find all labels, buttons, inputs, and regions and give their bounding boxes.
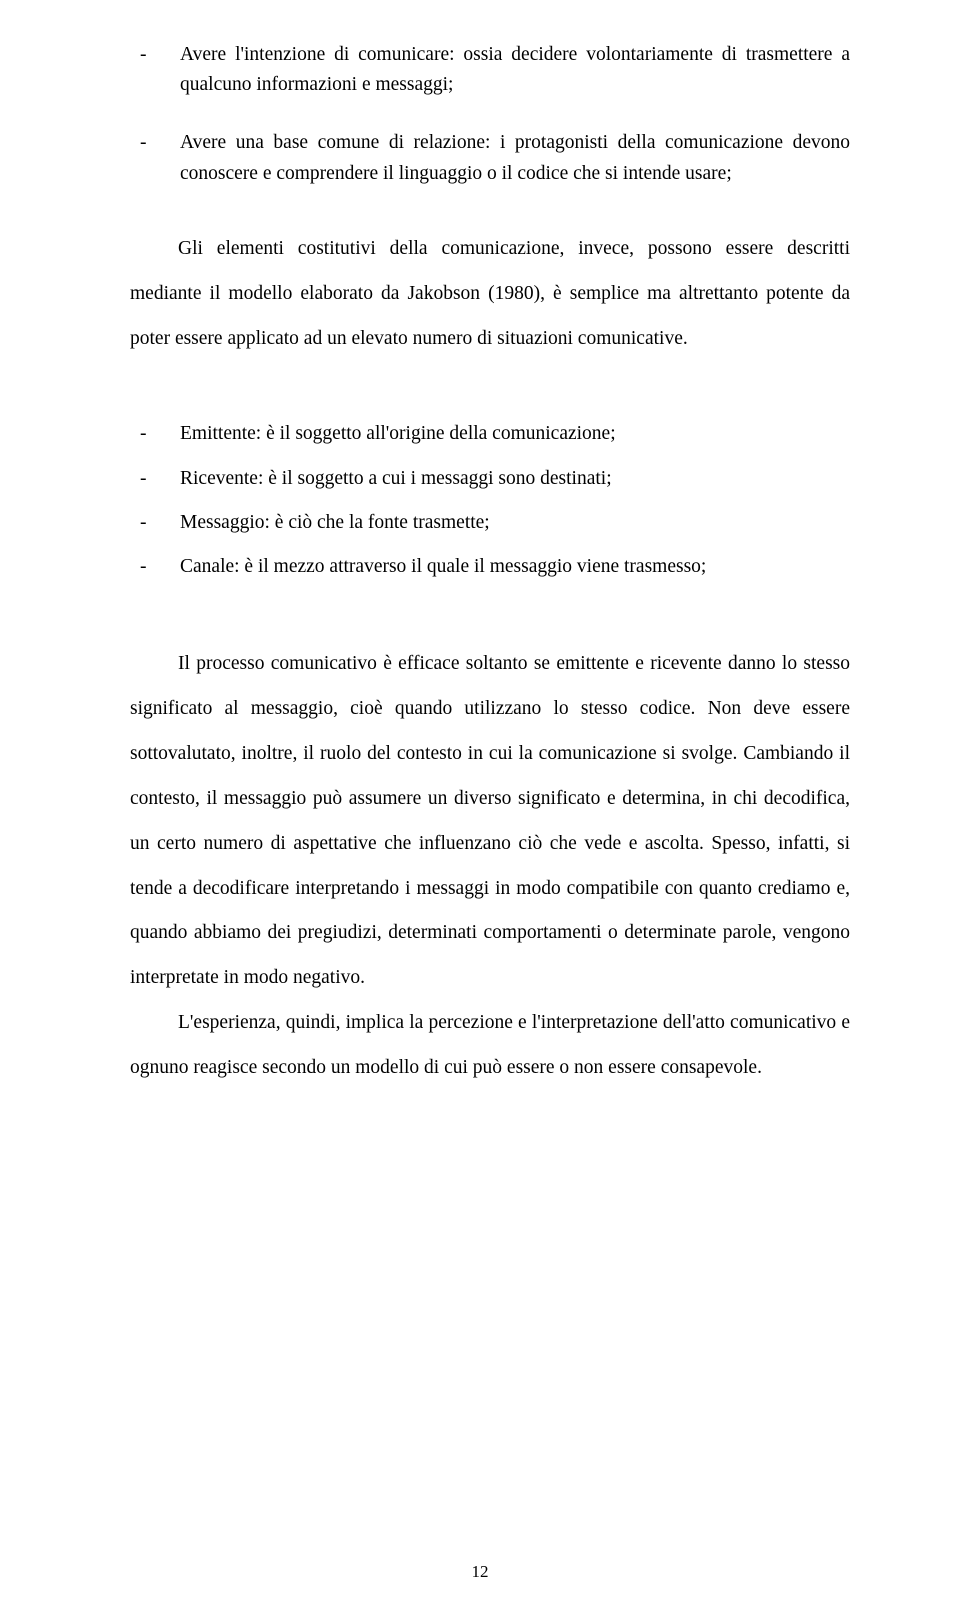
- dash-icon: -: [130, 508, 180, 538]
- list-item: - Ricevente: è il soggetto a cui i messa…: [130, 464, 850, 494]
- list-item: - Avere l'intenzione di comunicare: ossi…: [130, 40, 850, 100]
- list-item-text: Avere l'intenzione di comunicare: ossia …: [180, 40, 850, 100]
- list-item-text: Messaggio: è ciò che la fonte trasmette;: [180, 508, 850, 538]
- paragraph: Gli elementi costitutivi della comunicaz…: [130, 227, 850, 362]
- list-item-text: Emittente: è il soggetto all'origine del…: [180, 419, 850, 449]
- paragraph: Il processo comunicativo è efficace solt…: [130, 642, 850, 1001]
- dash-icon: -: [130, 419, 180, 449]
- list-item: - Emittente: è il soggetto all'origine d…: [130, 419, 850, 449]
- document-page: - Avere l'intenzione di comunicare: ossi…: [0, 0, 960, 1610]
- dash-icon: -: [130, 552, 180, 582]
- list-item-text: Canale: è il mezzo attraverso il quale i…: [180, 552, 850, 582]
- list-item: - Canale: è il mezzo attraverso il quale…: [130, 552, 850, 582]
- paragraph: L'esperienza, quindi, implica la percezi…: [130, 1001, 850, 1091]
- list-item-text: Avere una base comune di relazione: i pr…: [180, 128, 850, 188]
- bullet-list-1: - Avere l'intenzione di comunicare: ossi…: [130, 40, 850, 189]
- bullet-list-2: - Emittente: è il soggetto all'origine d…: [130, 419, 850, 582]
- page-number: 12: [0, 1562, 960, 1582]
- dash-icon: -: [130, 128, 180, 188]
- list-item: - Messaggio: è ciò che la fonte trasmett…: [130, 508, 850, 538]
- list-item: - Avere una base comune di relazione: i …: [130, 128, 850, 188]
- list-item-text: Ricevente: è il soggetto a cui i messagg…: [180, 464, 850, 494]
- dash-icon: -: [130, 40, 180, 100]
- dash-icon: -: [130, 464, 180, 494]
